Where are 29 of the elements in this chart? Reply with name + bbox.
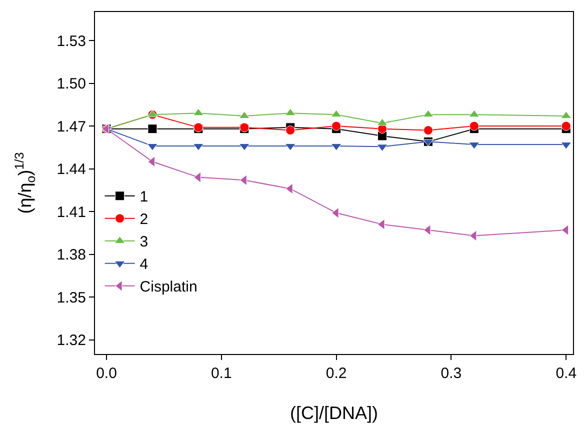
- point: [378, 124, 388, 134]
- legend-label: 3: [140, 234, 148, 251]
- point: [561, 121, 571, 131]
- x-tick-label: 0.4: [556, 365, 577, 382]
- y-tick-label: 1.41: [56, 204, 86, 221]
- point: [469, 121, 479, 131]
- point: [332, 121, 342, 131]
- y-tick-label: 1.38: [56, 246, 86, 264]
- y-tick-label: 1.44: [56, 161, 86, 178]
- point: [423, 126, 433, 136]
- y-tick-label: 1.35: [56, 289, 86, 306]
- y-tick-label: 1.32: [56, 332, 86, 349]
- x-tick-label: 0.2: [326, 365, 347, 382]
- point: [423, 224, 431, 236]
- point: [286, 126, 296, 136]
- x-tick-label: 0.3: [440, 365, 462, 382]
- legend-label: 1: [140, 188, 148, 206]
- point: [561, 224, 569, 236]
- legend-label: Cisplatin: [140, 278, 198, 296]
- x-tick-label: 0.0: [96, 365, 117, 382]
- legend-label: 4: [140, 256, 148, 274]
- point: [147, 143, 158, 151]
- legend-label: 2: [140, 211, 148, 228]
- x-axis-title: ([C]/[DNA]): [290, 403, 378, 424]
- point: [148, 124, 158, 134]
- y-tick-label: 1.53: [56, 32, 86, 50]
- y-tick-label: 1.47: [56, 118, 86, 136]
- x-tick-label: 0.1: [210, 365, 232, 382]
- y-tick-label: 1.50: [56, 76, 86, 92]
